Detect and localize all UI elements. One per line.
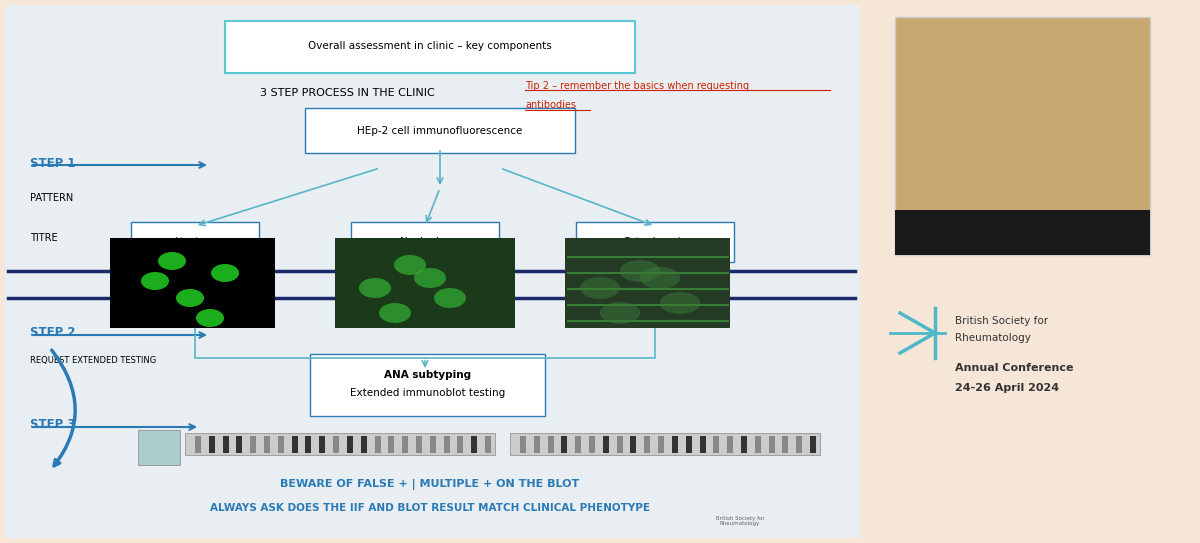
- FancyBboxPatch shape: [485, 436, 491, 453]
- Ellipse shape: [211, 264, 239, 282]
- Text: Nuclear: Nuclear: [175, 237, 215, 247]
- FancyBboxPatch shape: [658, 436, 664, 453]
- FancyBboxPatch shape: [305, 108, 575, 153]
- FancyBboxPatch shape: [457, 436, 463, 453]
- Text: BEWARE OF FALSE + | MULTIPLE + ON THE BLOT: BEWARE OF FALSE + | MULTIPLE + ON THE BL…: [281, 479, 580, 490]
- FancyBboxPatch shape: [685, 436, 691, 453]
- FancyBboxPatch shape: [895, 17, 1150, 255]
- FancyBboxPatch shape: [110, 238, 275, 328]
- FancyBboxPatch shape: [347, 436, 353, 453]
- FancyBboxPatch shape: [402, 436, 408, 453]
- FancyBboxPatch shape: [472, 436, 478, 453]
- FancyBboxPatch shape: [334, 436, 340, 453]
- FancyBboxPatch shape: [131, 222, 259, 262]
- Ellipse shape: [176, 289, 204, 307]
- Text: REQUEST EXTENDED TESTING: REQUEST EXTENDED TESTING: [30, 357, 156, 365]
- FancyBboxPatch shape: [335, 238, 515, 328]
- FancyBboxPatch shape: [713, 436, 719, 453]
- FancyBboxPatch shape: [389, 436, 395, 453]
- Text: British Society for: British Society for: [955, 316, 1048, 326]
- Text: 24-26 April 2024: 24-26 April 2024: [955, 383, 1060, 393]
- Text: STEP 2: STEP 2: [30, 326, 76, 339]
- FancyBboxPatch shape: [865, 5, 1195, 538]
- Ellipse shape: [394, 255, 426, 275]
- Text: Nucleolar: Nucleolar: [400, 237, 450, 247]
- FancyBboxPatch shape: [223, 436, 229, 453]
- Ellipse shape: [379, 303, 410, 323]
- FancyBboxPatch shape: [589, 436, 595, 453]
- FancyBboxPatch shape: [575, 436, 581, 453]
- Text: Tip 2 – remember the basics when requesting: Tip 2 – remember the basics when request…: [526, 81, 749, 91]
- FancyBboxPatch shape: [644, 436, 650, 453]
- Ellipse shape: [660, 292, 700, 314]
- FancyBboxPatch shape: [264, 436, 270, 453]
- FancyBboxPatch shape: [520, 436, 526, 453]
- Ellipse shape: [580, 277, 620, 299]
- FancyBboxPatch shape: [796, 436, 802, 453]
- FancyBboxPatch shape: [576, 222, 734, 262]
- FancyBboxPatch shape: [510, 433, 820, 455]
- FancyBboxPatch shape: [430, 436, 436, 453]
- FancyBboxPatch shape: [194, 436, 200, 453]
- FancyBboxPatch shape: [782, 436, 788, 453]
- FancyBboxPatch shape: [292, 436, 298, 453]
- FancyBboxPatch shape: [444, 436, 450, 453]
- FancyBboxPatch shape: [361, 436, 367, 453]
- Ellipse shape: [434, 288, 466, 308]
- FancyBboxPatch shape: [416, 436, 422, 453]
- Text: Extended immunoblot testing: Extended immunoblot testing: [350, 388, 505, 398]
- Ellipse shape: [142, 272, 169, 290]
- FancyBboxPatch shape: [740, 436, 746, 453]
- Text: PATTERN: PATTERN: [30, 193, 73, 203]
- FancyBboxPatch shape: [565, 238, 730, 328]
- Text: Overall assessment in clinic – key components: Overall assessment in clinic – key compo…: [308, 41, 552, 51]
- Ellipse shape: [158, 252, 186, 270]
- Ellipse shape: [414, 268, 446, 288]
- Ellipse shape: [640, 267, 680, 289]
- FancyBboxPatch shape: [810, 436, 816, 453]
- Ellipse shape: [620, 260, 660, 282]
- FancyBboxPatch shape: [138, 430, 180, 465]
- FancyBboxPatch shape: [209, 436, 215, 453]
- FancyBboxPatch shape: [562, 436, 568, 453]
- FancyBboxPatch shape: [755, 436, 761, 453]
- FancyBboxPatch shape: [278, 436, 284, 453]
- Ellipse shape: [359, 278, 391, 298]
- FancyBboxPatch shape: [727, 436, 733, 453]
- Text: Cytoplasmic: Cytoplasmic: [623, 237, 688, 247]
- FancyBboxPatch shape: [700, 436, 706, 453]
- FancyBboxPatch shape: [672, 436, 678, 453]
- FancyBboxPatch shape: [895, 210, 1150, 255]
- Text: British Society for
Rheumatology: British Society for Rheumatology: [715, 516, 764, 526]
- Text: Annual Conference: Annual Conference: [955, 363, 1074, 373]
- Text: TITRE: TITRE: [30, 233, 58, 243]
- FancyBboxPatch shape: [251, 436, 257, 453]
- Text: STEP 1: STEP 1: [30, 156, 76, 169]
- Text: ELISA
HMGCR: ELISA HMGCR: [138, 433, 162, 444]
- FancyBboxPatch shape: [547, 436, 553, 453]
- FancyBboxPatch shape: [306, 436, 312, 453]
- FancyBboxPatch shape: [534, 436, 540, 453]
- FancyBboxPatch shape: [617, 436, 623, 453]
- FancyBboxPatch shape: [630, 436, 636, 453]
- FancyBboxPatch shape: [185, 433, 496, 455]
- FancyBboxPatch shape: [319, 436, 325, 453]
- Text: ALWAYS ASK DOES THE IIF AND BLOT RESULT MATCH CLINICAL PHENOTYPE: ALWAYS ASK DOES THE IIF AND BLOT RESULT …: [210, 503, 650, 513]
- FancyBboxPatch shape: [768, 436, 774, 453]
- FancyBboxPatch shape: [374, 436, 380, 453]
- Text: antibodies: antibodies: [526, 100, 576, 110]
- FancyBboxPatch shape: [352, 222, 499, 262]
- FancyBboxPatch shape: [226, 21, 635, 73]
- FancyBboxPatch shape: [236, 436, 242, 453]
- Text: HEp-2 cell immunofluorescence: HEp-2 cell immunofluorescence: [358, 125, 523, 136]
- FancyBboxPatch shape: [310, 354, 545, 416]
- FancyBboxPatch shape: [602, 436, 608, 453]
- FancyBboxPatch shape: [5, 5, 860, 538]
- Ellipse shape: [196, 309, 224, 327]
- Text: ANA subtyping: ANA subtyping: [384, 370, 472, 380]
- Text: Rheumatology: Rheumatology: [955, 333, 1031, 343]
- Ellipse shape: [600, 302, 640, 324]
- Text: STEP 3: STEP 3: [30, 419, 76, 432]
- Text: 3 STEP PROCESS IN THE CLINIC: 3 STEP PROCESS IN THE CLINIC: [260, 88, 434, 98]
